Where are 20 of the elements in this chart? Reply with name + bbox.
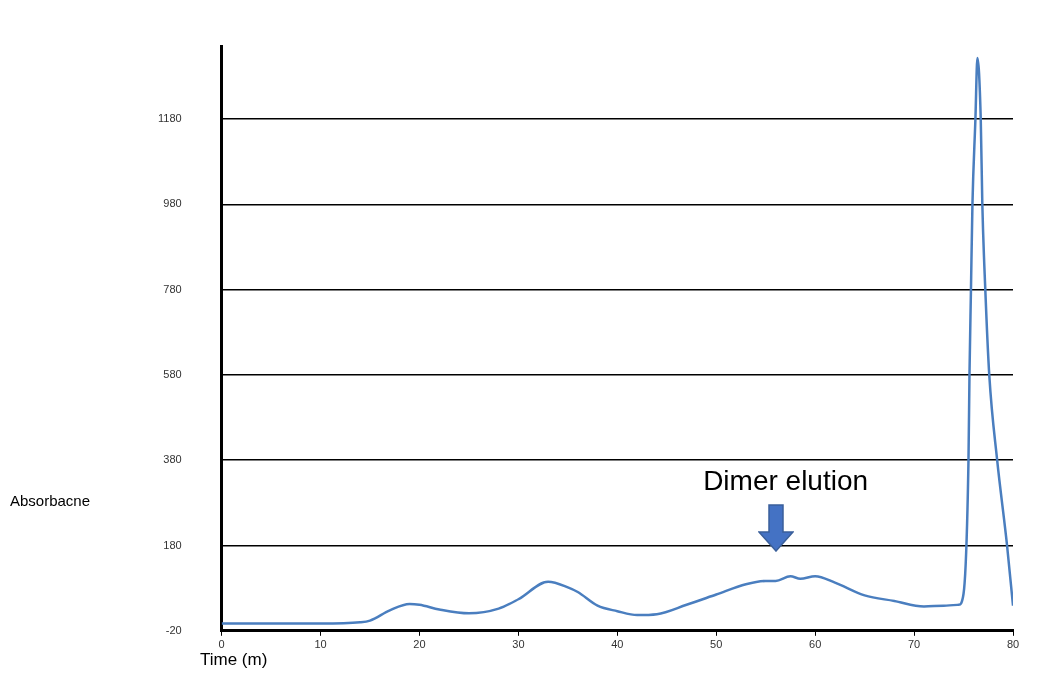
annotation: Dimer elution (703, 464, 869, 496)
y-tick-label: 780 (163, 282, 182, 295)
y-tick-label: 580 (163, 367, 182, 380)
x-tick-label: 40 (611, 638, 624, 651)
x-tick-label: 10 (314, 638, 327, 651)
y-axis-title: Absorbacne (10, 491, 91, 509)
x-tick-label: 50 (710, 638, 723, 651)
x-tick-label: 60 (809, 638, 822, 651)
x-tick-label: 20 (413, 638, 426, 651)
x-tick-label: 0 (218, 638, 225, 651)
y-tick-label: -20 (165, 623, 182, 636)
x-tick-label: 30 (512, 638, 525, 651)
y-tick-label: 1180 (158, 112, 182, 125)
x-tick-label: 80 (1006, 638, 1020, 651)
x-tick-label: 70 (907, 638, 921, 651)
line-series (221, 56, 1013, 625)
y-tick-label: 980 (163, 197, 182, 210)
y-tick-label: 380 (163, 453, 182, 466)
x-axis-title: Time (m) (200, 650, 268, 670)
y-tick-label: 180 (163, 538, 182, 551)
